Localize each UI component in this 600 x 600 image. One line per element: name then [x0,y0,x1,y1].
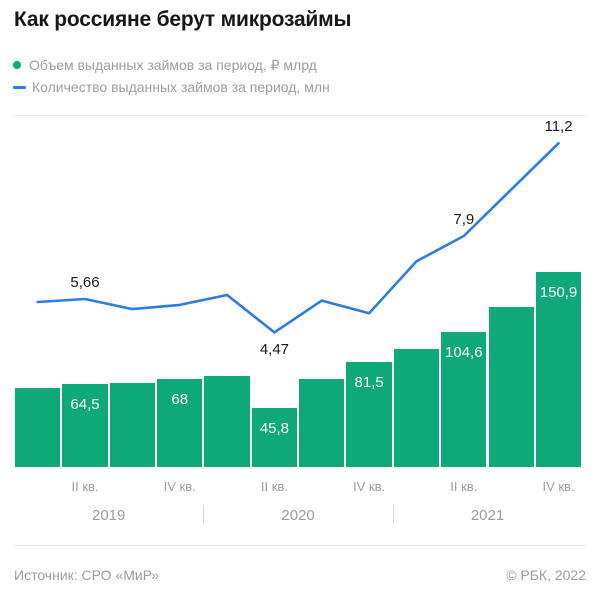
legend-dash-icon [13,85,26,89]
year-label: 2020 [281,507,315,524]
bar-value-label: 64,5 [70,395,100,413]
year-divider [203,505,205,523]
bar [204,376,250,467]
count-line [36,142,560,334]
x-tick-label: II кв. [260,479,288,494]
line-value-label: 7,9 [453,211,475,228]
bar-value-label: 81,5 [354,373,384,391]
legend-label-count: Количество выданных займов за период, мл… [32,79,330,95]
legend-item-volume: Объем выданных займов за период, ₽ млрд [13,54,330,76]
line-value-label: 4,47 [259,341,290,359]
x-tick-label: IV кв. [353,479,386,494]
bar [251,407,298,467]
x-tick-label: IV кв. [542,479,575,494]
bar [488,307,534,467]
x-tick-label: II кв. [450,479,478,494]
line-value-label: 5,66 [70,273,100,291]
bar [109,383,156,467]
legend-label-volume: Объем выданных займов за период, ₽ млрд [29,56,317,73]
bar-value-label: 150,9 [539,284,578,302]
year-label: 2019 [92,507,126,524]
year-label: 2021 [470,507,505,524]
year-divider [392,505,394,523]
legend: Объем выданных займов за период, ₽ млрд … [13,54,330,98]
bar [441,332,487,467]
header-divider [14,115,586,116]
bar [393,348,440,467]
footer: Источник: СРО «МиР» © РБК, 2022 [14,567,586,583]
x-tick-label: IV кв. [163,479,196,494]
bar [535,272,582,467]
bar-value-label: 104,6 [445,344,483,362]
bar [62,383,108,467]
line-value-label: 11,2 [544,118,573,136]
x-tick-label: II кв. [71,479,99,494]
bar-value-label: 45,8 [259,419,290,437]
bar-value-label: 68 [171,391,189,409]
footer-divider [14,545,586,546]
bar [15,388,61,467]
source-label: Источник: СРО «МиР» [14,567,160,583]
copyright-label: © РБК, 2022 [506,567,586,583]
bar [299,379,345,467]
legend-dot-icon [13,61,21,69]
bar [346,361,392,467]
bar [157,379,203,467]
legend-item-count: Количество выданных займов за период, мл… [13,76,330,98]
chart-title: Как россияне берут микрозаймы [14,8,352,31]
